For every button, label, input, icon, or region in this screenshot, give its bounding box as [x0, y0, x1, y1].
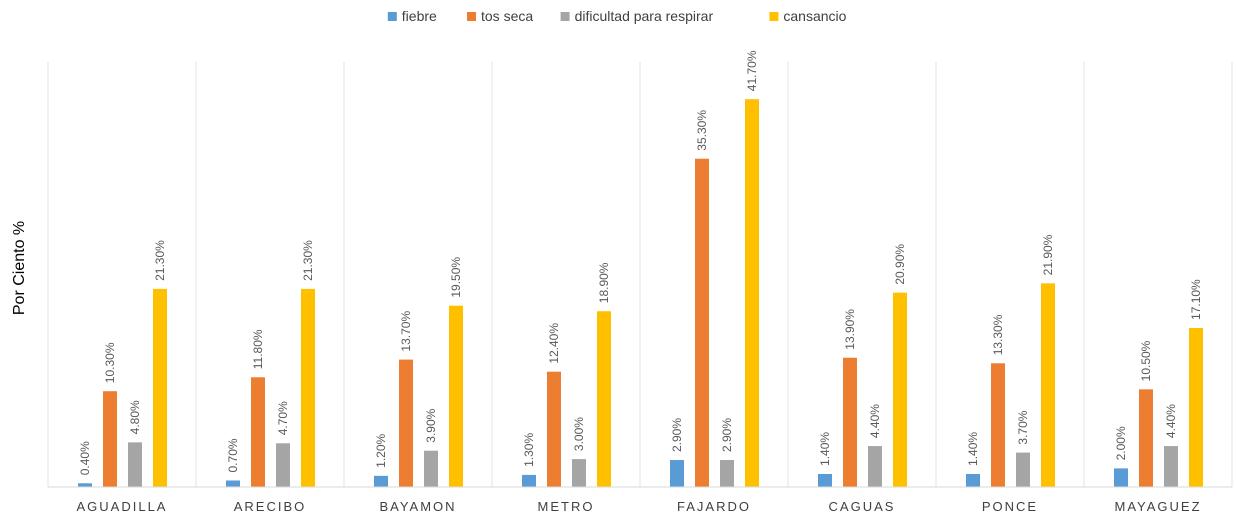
data-label-cansancio-caguas: 20.90%: [893, 244, 907, 285]
data-label-dificultad-para-respirar-aguadilla: 4.80%: [128, 400, 142, 434]
data-label-fiebre-fajardo: 2.90%: [670, 418, 684, 452]
bar-tos-seca-aguadilla: [103, 391, 117, 487]
data-label-tos-seca-ponce: 13.30%: [991, 314, 1005, 355]
bar-dificultad-para-respirar-metro: [572, 459, 586, 487]
bar-cansancio-arecibo: [301, 288, 315, 487]
bar-tos-seca-ponce: [991, 363, 1005, 487]
bar-fiebre-fajardo: [670, 460, 684, 487]
bar-cansancio-ponce: [1041, 283, 1055, 487]
bar-fiebre-caguas: [818, 473, 832, 487]
data-label-dificultad-para-respirar-ponce: 3.70%: [1016, 410, 1030, 444]
bar-tos-seca-arecibo: [251, 377, 265, 487]
data-label-dificultad-para-respirar-caguas: 4.40%: [868, 404, 882, 438]
legend: fiebre tos seca dificultad para respirar ca…: [387, 8, 847, 24]
data-label-fiebre-ponce: 1.40%: [966, 432, 980, 466]
data-label-cansancio-ponce: 21.90%: [1041, 234, 1055, 275]
category-label-mayaguez: MAYAGUEZ: [1114, 499, 1201, 514]
bar-dificultad-para-respirar-arecibo: [276, 443, 290, 487]
data-labels: 0.40% 0.70% 1.20% 1.30% 2.90% 1.40% 1.40% 2.00%…: [78, 50, 1203, 475]
data-label-dificultad-para-respirar-arecibo: 4.70%: [276, 401, 290, 435]
bar-cansancio-metro: [597, 311, 611, 487]
bar-fiebre-metro: [522, 474, 536, 487]
category-labels: AGUADILLA ARECIBO BAYAMON METRO FAJARDO CAGUA…: [77, 499, 1201, 514]
bar-fiebre-arecibo: [226, 480, 240, 487]
bar-tos-seca-bayamon: [399, 359, 413, 487]
legend-label-fiebre: fiebre: [402, 8, 437, 24]
data-label-cansancio-fajardo: 41.70%: [745, 50, 759, 91]
bar-fiebre-mayaguez: [1114, 468, 1128, 487]
bar-tos-seca-fajardo: [695, 158, 709, 487]
bar-dificultad-para-respirar-caguas: [868, 446, 882, 487]
y-axis-label: Por Ciento %: [11, 221, 28, 315]
legend-swatch-fiebre: [387, 12, 397, 21]
bar-cansancio-bayamon: [449, 305, 463, 487]
data-label-tos-seca-mayaguez: 10.50%: [1139, 340, 1153, 381]
bar-tos-seca-caguas: [843, 357, 857, 487]
category-label-arecibo: ARECIBO: [234, 499, 307, 514]
bar-dificultad-para-respirar-bayamon: [424, 450, 438, 487]
data-label-dificultad-para-respirar-bayamon: 3.90%: [424, 408, 438, 442]
bar-cansancio-caguas: [893, 292, 907, 487]
data-label-cansancio-arecibo: 21.30%: [301, 240, 315, 281]
category-label-aguadilla: AGUADILLA: [77, 499, 168, 514]
bar-dificultad-para-respirar-fajardo: [720, 460, 734, 487]
category-label-metro: METRO: [538, 499, 595, 514]
bar-dificultad-para-respirar-aguadilla: [128, 442, 142, 487]
data-label-fiebre-mayaguez: 2.00%: [1114, 426, 1128, 460]
legend-swatch-cansancio: [769, 12, 779, 21]
legend-swatch-dificultad-para-respirar: [560, 12, 570, 21]
data-label-dificultad-para-respirar-mayaguez: 4.40%: [1164, 404, 1178, 438]
data-label-cansancio-metro: 18.90%: [597, 262, 611, 303]
data-label-dificultad-para-respirar-fajardo: 2.90%: [720, 418, 734, 452]
data-label-fiebre-arecibo: 0.70%: [226, 438, 240, 472]
gridlines: [47, 62, 1233, 487]
data-label-cansancio-mayaguez: 17.10%: [1189, 279, 1203, 320]
data-label-tos-seca-aguadilla: 10.30%: [103, 342, 117, 383]
data-label-cansancio-aguadilla: 21.30%: [153, 240, 167, 281]
bar-cansancio-fajardo: [745, 99, 759, 487]
bars: [78, 99, 1203, 487]
category-label-bayamon: BAYAMON: [379, 499, 456, 514]
legend-label-cansancio: cansancio: [783, 8, 846, 24]
bar-dificultad-para-respirar-mayaguez: [1164, 446, 1178, 487]
category-label-caguas: CAGUAS: [829, 499, 896, 514]
bar-fiebre-bayamon: [374, 475, 388, 487]
bar-fiebre-ponce: [966, 473, 980, 487]
bar-tos-seca-mayaguez: [1139, 389, 1153, 487]
data-label-fiebre-caguas: 1.40%: [818, 432, 832, 466]
bar-dificultad-para-respirar-ponce: [1016, 452, 1030, 487]
legend-label-dificultad-para-respirar: dificultad para respirar: [575, 8, 714, 24]
bar-cansancio-mayaguez: [1189, 327, 1203, 487]
legend-label-tos-seca: tos seca: [481, 8, 533, 24]
data-label-tos-seca-bayamon: 13.70%: [399, 311, 413, 352]
data-label-tos-seca-fajardo: 35.30%: [695, 110, 709, 151]
bar-tos-seca-metro: [547, 371, 561, 487]
bar-fiebre-aguadilla: [78, 483, 92, 487]
data-label-tos-seca-arecibo: 11.80%: [251, 329, 265, 369]
data-label-fiebre-metro: 1.30%: [522, 433, 536, 467]
data-label-fiebre-bayamon: 1.20%: [374, 433, 388, 467]
legend-swatch-tos-seca: [467, 12, 476, 21]
data-label-tos-seca-metro: 12.40%: [547, 323, 561, 364]
category-label-fajardo: FAJARDO: [677, 499, 751, 514]
data-label-tos-seca-caguas: 13.90%: [843, 309, 857, 350]
category-label-ponce: PONCE: [982, 499, 1038, 514]
data-label-dificultad-para-respirar-metro: 3.00%: [572, 417, 586, 451]
data-label-cansancio-bayamon: 19.50%: [449, 257, 463, 298]
data-label-fiebre-aguadilla: 0.40%: [78, 441, 92, 475]
bar-cansancio-aguadilla: [153, 288, 167, 487]
